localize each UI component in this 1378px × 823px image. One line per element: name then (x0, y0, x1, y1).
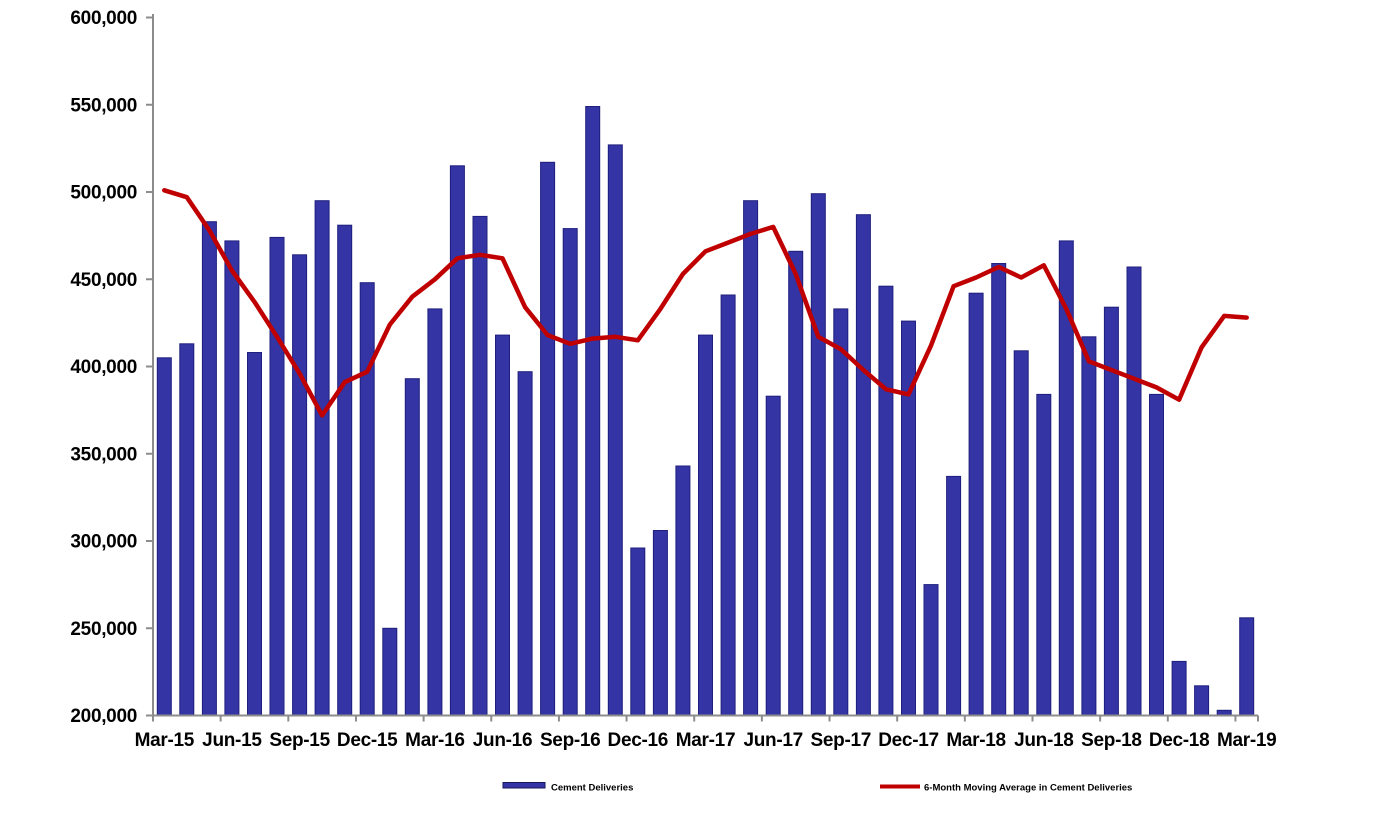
x-axis-tick-label: Mar-17 (676, 730, 735, 751)
bar (652, 530, 668, 716)
legend-line-swatch (880, 784, 920, 789)
bar (472, 215, 488, 716)
bar (991, 263, 1007, 716)
bar (292, 254, 308, 717)
x-axis-tick-label: Sep-16 (540, 730, 601, 751)
x-axis-tick-label: Jun-17 (743, 730, 802, 751)
bar (1036, 393, 1052, 716)
bar (179, 343, 195, 716)
bar (1194, 685, 1210, 716)
bar (968, 292, 984, 716)
bar (382, 627, 398, 717)
x-axis-tick-label: Dec-16 (608, 730, 669, 751)
y-axis-tick-label: 200,000 (70, 706, 137, 727)
x-axis-tick-label: Dec-17 (878, 730, 939, 751)
y-axis-tick-label: 300,000 (70, 532, 137, 553)
bar (517, 371, 533, 716)
bar (1126, 266, 1142, 716)
y-axis-tick-label: 350,000 (70, 444, 137, 465)
x-axis-tick-label: Sep-18 (1081, 730, 1142, 751)
y-axis-tick-label: 250,000 (70, 619, 137, 640)
x-axis-tick-label: Jun-15 (202, 730, 262, 751)
x-axis-tick-label: Mar-19 (1217, 730, 1276, 751)
bar (156, 357, 172, 716)
legend-bar-swatch (502, 782, 546, 789)
bar (562, 228, 578, 716)
bar (427, 308, 443, 716)
bar (878, 285, 894, 716)
bar (765, 395, 781, 716)
x-axis-tick-label: Mar-18 (946, 730, 1005, 751)
bar (788, 250, 804, 717)
bar (404, 378, 420, 716)
x-axis-tick-label: Jun-16 (473, 730, 532, 751)
y-axis-tick-label: 550,000 (70, 95, 137, 116)
bar (540, 161, 556, 717)
x-axis-tick-label: Mar-15 (135, 730, 195, 751)
x-axis-tick-label: Sep-15 (269, 730, 330, 751)
y-axis-tick-label: 450,000 (70, 270, 137, 291)
bar (720, 294, 736, 716)
bar (201, 221, 217, 716)
bar (855, 214, 871, 716)
bar (607, 144, 623, 716)
bar (743, 200, 759, 716)
bar (359, 282, 375, 716)
legend-line-label: 6-Month Moving Average in Cement Deliver… (924, 783, 1132, 794)
x-axis-tick-label: Dec-18 (1149, 730, 1210, 751)
y-axis-tick-label: 500,000 (70, 183, 137, 204)
legend-bar-label: Cement Deliveries (551, 783, 633, 794)
bar (337, 224, 353, 716)
bar (585, 106, 601, 716)
bar (698, 334, 713, 716)
bar (1239, 617, 1255, 716)
bar (946, 475, 962, 716)
bar (1013, 350, 1029, 716)
bar (269, 236, 285, 716)
bar (923, 584, 939, 716)
bar (1149, 393, 1164, 716)
bar (675, 465, 691, 716)
bar (1171, 660, 1187, 717)
y-axis-tick-label: 400,000 (70, 357, 137, 378)
y-axis-tick-label: 600,000 (70, 8, 137, 29)
bar (1081, 336, 1097, 716)
bar (630, 547, 646, 716)
moving-average-line (162, 188, 1249, 418)
x-axis-tick-label: Mar-16 (405, 730, 464, 751)
bar (810, 193, 826, 716)
bar (833, 308, 849, 716)
x-axis-tick-label: Dec-15 (337, 730, 398, 751)
bar (314, 200, 330, 716)
bar (495, 334, 510, 716)
x-axis-tick-label: Jun-18 (1014, 730, 1073, 751)
bar (224, 240, 240, 716)
bar (247, 352, 262, 716)
bar (449, 165, 465, 717)
x-axis-tick-label: Sep-17 (811, 730, 872, 751)
